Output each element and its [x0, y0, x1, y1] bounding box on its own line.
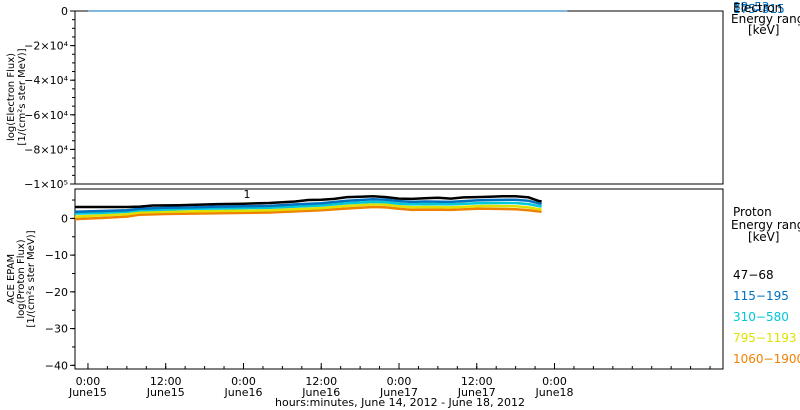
- electron-y-axis: 0 −2×10⁴ −4×10⁴ −6×10⁴ −8×10⁴ −1×10⁵: [24, 5, 75, 191]
- proton-y-tick-label: −30: [45, 323, 68, 336]
- proton-legend-entry: 795−1193: [733, 331, 797, 345]
- proton-y-tick-label: −20: [45, 286, 68, 299]
- proton-y-tick-label: −10: [45, 249, 68, 262]
- electron-y-tick-label: −1×10⁵: [24, 178, 68, 191]
- electron-y-label-group: log(Electron Flux) [1/(cm²s ster MeV)]: [6, 48, 28, 145]
- x-tick-day-label: June17: [457, 386, 496, 399]
- x-tick-time-label: 12:00: [461, 375, 493, 388]
- proton-flux-panel: 0 −10 −20 −30 −40 ACE EPAM log(Proton Flux) [1…: [6, 188, 800, 409]
- x-tick-time-label: 0:00: [231, 375, 256, 388]
- x-tick-day-label: June15: [68, 386, 107, 399]
- proton-legend-entry: 47−68: [733, 268, 774, 282]
- proton-series-310-580: [74, 200, 542, 215]
- proton-y-tick-label: 0: [61, 212, 68, 225]
- electron-y-axis-label: log(Electron Flux) [1/(cm²s ster MeV)]: [6, 48, 28, 145]
- electron-y-label-line: log(Electron Flux): [6, 53, 17, 141]
- electron-y-tick-label: −4×10⁴: [24, 74, 68, 87]
- electron-y-tick-label: −8×10⁴: [24, 143, 68, 156]
- electron-y-tick-label: −6×10⁴: [24, 109, 68, 122]
- proton-y-axis-label: ACE EPAM log(Proton Flux) [1/(cm²s ster Me…: [6, 230, 37, 327]
- x-tick-time-label: 0:00: [387, 375, 412, 388]
- electron-plot-frame: [74, 10, 724, 185]
- proton-legend-entry: 115−195: [733, 289, 789, 303]
- proton-y-tick-label: −40: [45, 359, 68, 372]
- proton-y-label-group: ACE EPAM log(Proton Flux) [1/(cm²s ster Me…: [6, 230, 37, 327]
- proton-plot-frame: [74, 188, 724, 370]
- electron-y-tick-label: −2×10⁴: [24, 40, 68, 53]
- proton-legend-entry: 310−580: [733, 310, 789, 324]
- electron-y-label-line: [1/(cm²s ster MeV)]: [17, 48, 28, 145]
- x-tick-day-label: June18: [535, 386, 574, 399]
- proton-series-795-1193: [74, 203, 542, 218]
- electron-legend-channel: 175–315: [733, 2, 785, 16]
- proton-legend-entry: 1060−1900: [733, 352, 800, 366]
- x-tick-time-label: 0:00: [542, 375, 567, 388]
- proton-series-115-195: [74, 198, 542, 214]
- proton-legend-title-line: [keV]: [748, 230, 779, 244]
- proton-y-label-line: log(Proton Flux): [16, 239, 27, 318]
- electron-legend-title-line: Electron: [733, 1, 782, 15]
- time-x-axis: 0:00June1512:00June150:00June1612:00June…: [68, 363, 711, 399]
- x-tick-day-label: June17: [379, 386, 418, 399]
- x-tick-day-label: June16: [224, 386, 263, 399]
- proton-y-axis: 0 −10 −20 −30 −40: [45, 199, 75, 372]
- proton-y-label-line: ACE EPAM: [6, 254, 17, 304]
- proton-legend-title-line: Energy range: [731, 218, 800, 232]
- x-tick-day-label: June16: [301, 386, 340, 399]
- x-tick-time-label: 0:00: [76, 375, 101, 388]
- proton-series-47-68: [75, 195, 542, 209]
- x-tick-day-label: June15: [146, 386, 185, 399]
- electron-legend-channel: 38–53: [733, 0, 770, 14]
- electron-y-tick-label: 0: [61, 5, 68, 18]
- electron-legend-title-line: Energy range: [731, 12, 800, 26]
- proton-legend-title-line: Proton: [733, 205, 772, 219]
- x-axis-title: hours:minutes, June 14, 2012 - June 18, …: [275, 396, 525, 409]
- electron-legend-title-line: [keV]: [748, 23, 779, 37]
- proton-series: [74, 195, 542, 221]
- electron-flux-panel: 0 −2×10⁴ −4×10⁴ −6×10⁴ −8×10⁴ −1×10⁵ log(Elec…: [6, 0, 800, 191]
- marker-annotation: 1: [243, 188, 250, 201]
- x-tick-time-label: 12:00: [305, 375, 337, 388]
- proton-y-label-line: [1/(cm²s ster MeV)]: [26, 230, 37, 327]
- proton-series-1060-1900: [74, 205, 542, 221]
- x-tick-time-label: 12:00: [150, 375, 182, 388]
